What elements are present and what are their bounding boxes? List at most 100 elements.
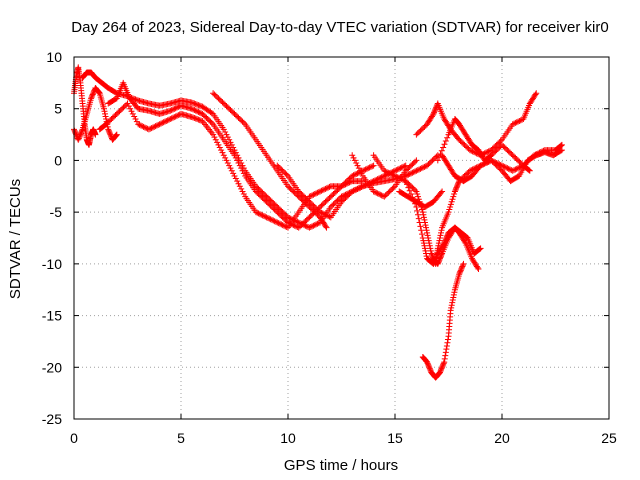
data-point <box>283 224 290 231</box>
y-axis-label: SDTVAR / TECUs <box>7 179 24 299</box>
data-point <box>259 194 266 201</box>
data-point <box>112 132 119 139</box>
data-point <box>152 123 159 130</box>
data-point <box>211 91 218 98</box>
data-point <box>451 191 458 198</box>
data-point <box>428 250 435 257</box>
data-point <box>232 112 239 119</box>
data-point <box>414 191 421 198</box>
data-point <box>327 203 334 210</box>
data-point <box>417 127 424 134</box>
data-point <box>439 188 446 195</box>
data-point <box>279 209 286 216</box>
data-point <box>432 105 439 112</box>
data-point <box>443 342 450 349</box>
data-point <box>493 162 500 169</box>
data-point <box>303 223 310 230</box>
data-point <box>330 201 337 208</box>
data-point <box>460 260 467 267</box>
data-point <box>268 216 275 223</box>
data-point <box>77 131 84 138</box>
data-point <box>228 167 235 174</box>
data-point <box>422 222 429 229</box>
data-point <box>120 104 127 111</box>
data-point <box>164 117 171 124</box>
data-point <box>254 209 261 216</box>
data-point <box>421 123 428 130</box>
data-point <box>418 227 425 234</box>
data-point <box>351 171 358 178</box>
data-point <box>106 128 113 135</box>
data-point <box>159 119 166 126</box>
data-point <box>431 109 438 116</box>
data-point <box>195 108 202 115</box>
data-point <box>160 119 167 126</box>
data-point <box>349 152 356 159</box>
data-point <box>423 250 430 257</box>
data-point <box>459 262 466 269</box>
data-point <box>278 213 285 220</box>
data-point <box>509 152 516 159</box>
data-point <box>458 139 465 146</box>
data-point <box>420 211 427 218</box>
data-point <box>413 131 420 138</box>
data-point <box>420 237 427 244</box>
data-point <box>319 210 326 217</box>
data-point <box>432 154 439 161</box>
data-point <box>267 202 274 209</box>
data-point <box>222 101 229 108</box>
data-point <box>210 90 217 97</box>
data-point <box>357 184 364 191</box>
data-point <box>326 183 333 190</box>
data-point <box>415 211 422 218</box>
data-point <box>313 210 320 217</box>
data-point <box>461 141 468 148</box>
data-point <box>218 147 225 154</box>
data-point <box>408 170 415 177</box>
data-point <box>293 191 300 198</box>
data-point <box>436 369 443 376</box>
data-point <box>208 119 215 126</box>
data-point <box>102 110 109 117</box>
data-point <box>458 266 465 273</box>
data-point <box>414 207 421 214</box>
data-point <box>89 92 96 99</box>
data-point <box>240 119 247 126</box>
data-point <box>260 213 267 220</box>
data-point <box>394 166 401 173</box>
data-point <box>272 202 279 209</box>
data-point <box>105 127 112 134</box>
data-point <box>393 173 400 180</box>
data-point <box>448 304 455 311</box>
data-point <box>488 152 495 159</box>
data-point <box>369 163 376 170</box>
data-point <box>113 131 120 138</box>
data-point <box>307 192 314 199</box>
data-point <box>106 130 113 137</box>
data-point <box>192 115 199 122</box>
data-point <box>387 187 394 194</box>
data-point <box>282 170 289 177</box>
data-point <box>270 205 277 212</box>
data-point <box>299 192 306 199</box>
data-point <box>341 196 348 203</box>
data-point <box>282 223 289 230</box>
series-track-a <box>71 64 99 148</box>
data-point <box>224 104 231 111</box>
data-point <box>168 107 175 114</box>
data-point <box>258 188 265 195</box>
y-tick-label: -10 <box>42 256 62 272</box>
data-point <box>342 194 349 201</box>
data-point <box>128 108 135 115</box>
data-point <box>450 193 457 200</box>
data-point <box>492 161 499 168</box>
data-point <box>168 115 175 122</box>
data-point <box>440 361 447 368</box>
data-point <box>75 136 82 143</box>
data-point <box>107 131 114 138</box>
data-point <box>493 141 500 148</box>
data-point <box>435 240 442 247</box>
data-point <box>285 183 291 190</box>
data-point <box>236 116 243 123</box>
data-point <box>480 150 487 157</box>
